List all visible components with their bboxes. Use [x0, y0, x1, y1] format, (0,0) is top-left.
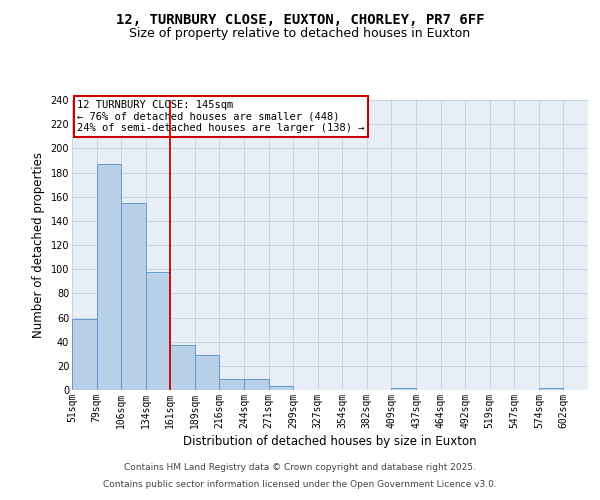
- Bar: [391, 388, 416, 390]
- Bar: [121, 202, 146, 390]
- Bar: [195, 355, 220, 390]
- Bar: [539, 388, 563, 390]
- Bar: [146, 272, 170, 390]
- Text: Contains public sector information licensed under the Open Government Licence v3: Contains public sector information licen…: [103, 480, 497, 489]
- Bar: [244, 379, 269, 390]
- Text: Size of property relative to detached houses in Euxton: Size of property relative to detached ho…: [130, 28, 470, 40]
- Text: 12 TURNBURY CLOSE: 145sqm
← 76% of detached houses are smaller (448)
24% of semi: 12 TURNBURY CLOSE: 145sqm ← 76% of detac…: [77, 100, 365, 133]
- Bar: [220, 379, 244, 390]
- Y-axis label: Number of detached properties: Number of detached properties: [32, 152, 45, 338]
- Text: 12, TURNBURY CLOSE, EUXTON, CHORLEY, PR7 6FF: 12, TURNBURY CLOSE, EUXTON, CHORLEY, PR7…: [116, 12, 484, 26]
- Bar: [72, 318, 97, 390]
- Bar: [269, 386, 293, 390]
- Bar: [170, 346, 195, 390]
- Text: Distribution of detached houses by size in Euxton: Distribution of detached houses by size …: [183, 435, 477, 448]
- Text: Contains HM Land Registry data © Crown copyright and database right 2025.: Contains HM Land Registry data © Crown c…: [124, 464, 476, 472]
- Bar: [97, 164, 121, 390]
